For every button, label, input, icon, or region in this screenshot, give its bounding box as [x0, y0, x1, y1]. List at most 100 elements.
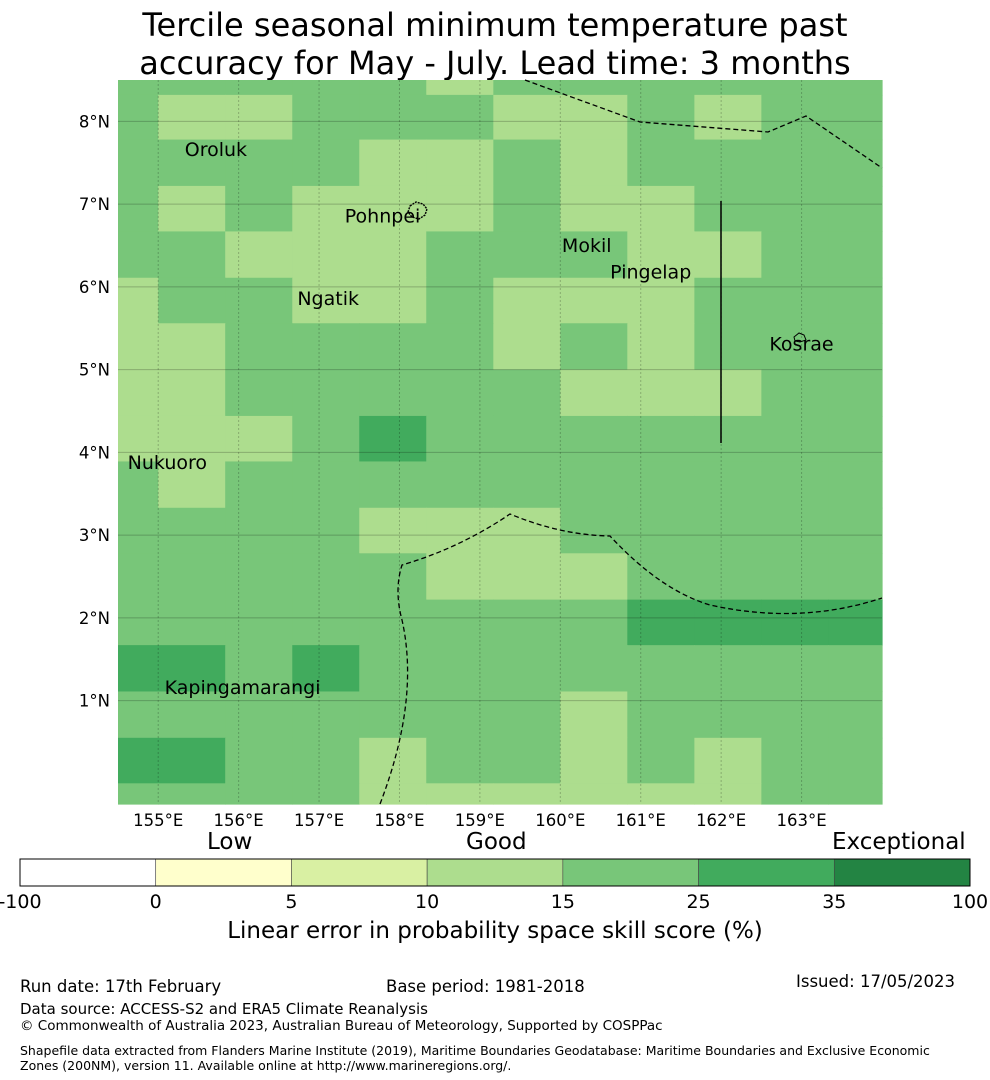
- grid-cell: [761, 553, 829, 601]
- grid-cell: [359, 231, 427, 279]
- pohnpei-island-outline: [407, 201, 428, 220]
- grid-cell: [118, 369, 159, 417]
- grid-cell: [694, 415, 762, 463]
- grid-cell: [493, 737, 561, 784]
- grid-cell: [359, 415, 427, 463]
- grid-cell: [225, 691, 293, 739]
- base-period: Base period: 1981-2018: [386, 977, 585, 996]
- grid-cell: [694, 737, 762, 784]
- latitude-label: 3°N: [79, 526, 110, 545]
- grid-cell: [627, 507, 695, 554]
- grid-cell: [292, 185, 360, 233]
- latitude-label: 5°N: [79, 361, 110, 380]
- grid-cell: [118, 507, 159, 554]
- grid-cell: [493, 323, 561, 371]
- grid-cell: [118, 185, 159, 233]
- grid-cell: [627, 323, 695, 371]
- grid-cell: [493, 369, 561, 417]
- grid-cell: [560, 599, 628, 646]
- grid-cell: [694, 80, 762, 96]
- grid-cell: [225, 369, 293, 417]
- grid-cell: [158, 691, 226, 739]
- grid-cell: [158, 737, 226, 784]
- grid-cell: [493, 80, 561, 96]
- grid-cell: [426, 783, 494, 805]
- grid-cell: [158, 415, 226, 463]
- grid-cell: [694, 231, 762, 279]
- grid-cell: [828, 645, 883, 693]
- grid-cell: [828, 231, 883, 279]
- colorbar-segment: [19, 858, 157, 887]
- grid-cell: [359, 461, 427, 509]
- grid-cell: [426, 553, 494, 601]
- grid-cell: [560, 323, 628, 371]
- grid-cell: [694, 369, 762, 417]
- grid-cell: [627, 231, 695, 279]
- grid-cell: [118, 645, 159, 693]
- run-date: Run date: 17th February: [20, 977, 222, 996]
- grid-cell: [627, 185, 695, 233]
- grid-cell: [118, 553, 159, 601]
- longitude-label: 157°E: [294, 811, 344, 830]
- longitude-label: 160°E: [535, 811, 585, 830]
- grid-cell: [694, 277, 762, 324]
- grid-cell: [828, 461, 883, 509]
- colorbar-segment: [155, 858, 292, 887]
- colorbar-segment: [833, 858, 971, 887]
- grid-cell: [158, 94, 226, 141]
- grid-cell: [560, 691, 628, 739]
- grid-cell: [761, 185, 829, 233]
- graticule: [118, 80, 882, 804]
- grid-cell: [828, 94, 883, 141]
- grid-cell: [694, 691, 762, 739]
- grid-cell: [158, 185, 226, 233]
- grid-cell: [560, 737, 628, 784]
- longitude-label: 159°E: [455, 811, 505, 830]
- colorbar-category-good: Good: [466, 829, 527, 855]
- colorbar: [19, 858, 971, 887]
- grid-cell: [158, 369, 226, 417]
- grid-cell: [493, 277, 561, 324]
- grid-cell: [560, 277, 628, 324]
- grid-cell: [118, 139, 159, 187]
- grid-cell: [627, 553, 695, 601]
- grid-cell: [118, 323, 159, 371]
- place-label: Oroluk: [185, 139, 247, 161]
- grid-cell: [359, 94, 427, 141]
- grid-cell: [560, 783, 628, 805]
- grid-cell: [694, 553, 762, 601]
- grid-cell: [493, 783, 561, 805]
- grid-cell: [225, 231, 293, 279]
- grid-cell: [426, 737, 494, 784]
- colorbar-tick-label: 0: [150, 891, 162, 913]
- grid-cell: [828, 507, 883, 554]
- grid-cell: [292, 461, 360, 509]
- grid-cell: [158, 507, 226, 554]
- place-label: Pohnpei: [345, 205, 421, 227]
- grid-cell: [359, 599, 427, 646]
- grid-cell: [761, 645, 829, 693]
- map-title: Tercile seasonal minimum temperature pas…: [0, 6, 990, 82]
- grid-cell: [292, 415, 360, 463]
- map-figure: Oroluk Pohnpei Mokil Pingelap Ngatik Kosrae Nu…: [0, 79, 988, 913]
- grid-cell: [359, 80, 427, 96]
- grid-cell: [158, 323, 226, 371]
- grid-cell: [761, 461, 829, 509]
- colorbar-tick-label: 5: [285, 891, 297, 913]
- grid-cell: [761, 369, 829, 417]
- grid-cell: [694, 139, 762, 187]
- grid-cell: [359, 691, 427, 739]
- grid-cell: [426, 94, 494, 141]
- grid-cell: [118, 277, 159, 324]
- grid-cell: [761, 231, 829, 279]
- grid-cell: [694, 783, 762, 805]
- colorbar-label: Linear error in probability space skill …: [227, 918, 763, 944]
- colorbar-segment: [426, 858, 564, 887]
- grid-cell: [493, 691, 561, 739]
- place-label: Ngatik: [297, 288, 359, 310]
- grid-cell: [292, 231, 360, 279]
- grid-cell: [761, 737, 829, 784]
- latitude-label: 6°N: [79, 278, 110, 297]
- grid-cell: [493, 185, 561, 233]
- colorbar-category-exceptional: Exceptional: [832, 829, 966, 855]
